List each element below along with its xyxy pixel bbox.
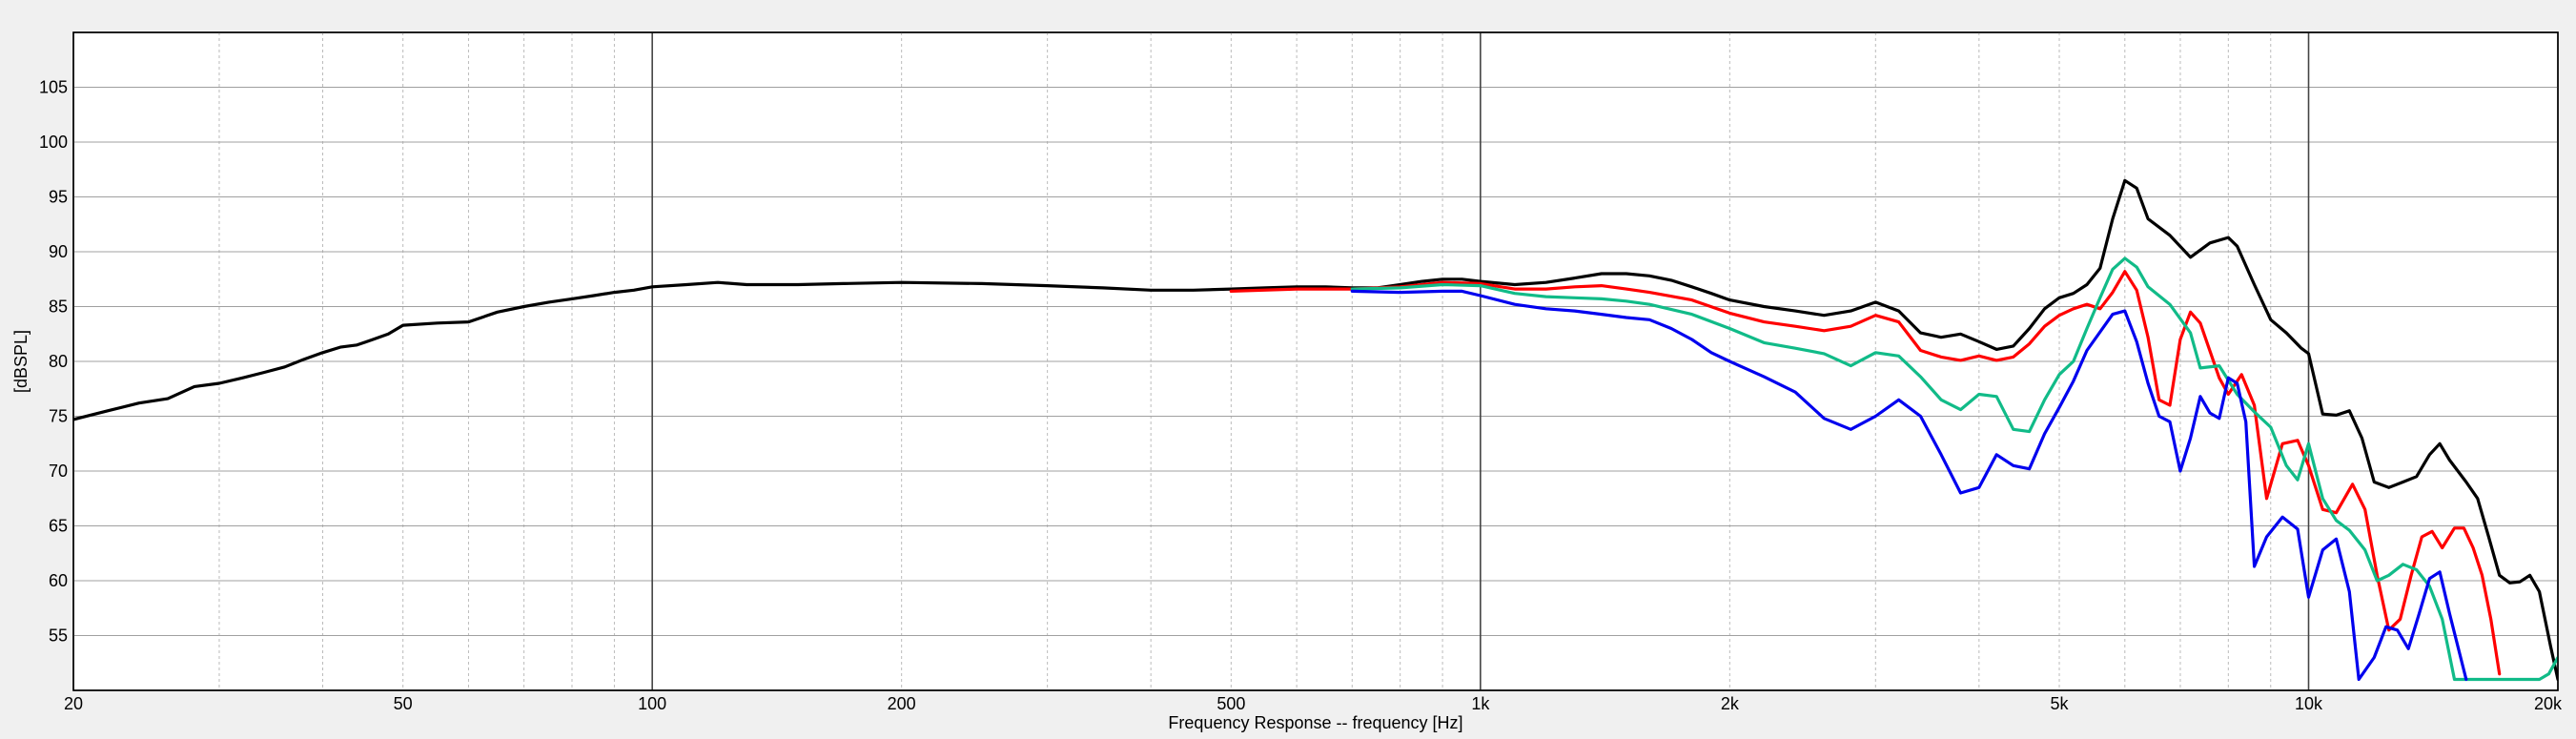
x-tick-label: 100	[638, 694, 666, 713]
plot-border	[72, 31, 2559, 691]
y-tick-label: 80	[49, 352, 68, 371]
y-axis-title: [dBSPL]	[11, 330, 31, 393]
x-tick-label: 2k	[1721, 694, 1740, 713]
y-tick-label: 70	[49, 462, 68, 481]
x-tick-label: 20k	[2534, 694, 2563, 713]
series-line-3	[1350, 257, 2558, 682]
major-grid	[651, 32, 2310, 690]
x-tick-label: 5k	[2051, 694, 2070, 713]
x-tick-label: 50	[394, 694, 413, 713]
y-tick-label: 75	[49, 407, 68, 426]
minor-grid	[72, 32, 2559, 690]
y-tick-label: 90	[49, 242, 68, 261]
x-tick-labels: 20 50 100 200 500 1k 2k 5k 10k 20k	[64, 694, 2563, 713]
x-tick-label: 1k	[1471, 694, 1490, 713]
series-line-4	[1350, 289, 2468, 682]
series-layer	[73, 178, 2558, 682]
y-tick-label: 85	[49, 298, 68, 317]
x-tick-label: 10k	[2295, 694, 2323, 713]
y-tick-label: 55	[49, 626, 68, 646]
y-tick-label: 60	[49, 571, 68, 590]
x-tick-label: 20	[64, 694, 83, 713]
x-tick-label: 200	[888, 694, 916, 713]
y-tick-label: 65	[49, 517, 68, 536]
series-line-1	[73, 178, 2558, 682]
y-tick-label: 105	[39, 78, 68, 97]
y-tick-labels: 55 60 65 70 75 80 85 90 95 100 105	[39, 78, 68, 646]
y-tick-label: 95	[49, 188, 68, 207]
y-tick-label: 100	[39, 133, 68, 152]
x-axis-title: Frequency Response -- frequency [Hz]	[1168, 713, 1462, 732]
x-tick-label: 500	[1216, 694, 1245, 713]
